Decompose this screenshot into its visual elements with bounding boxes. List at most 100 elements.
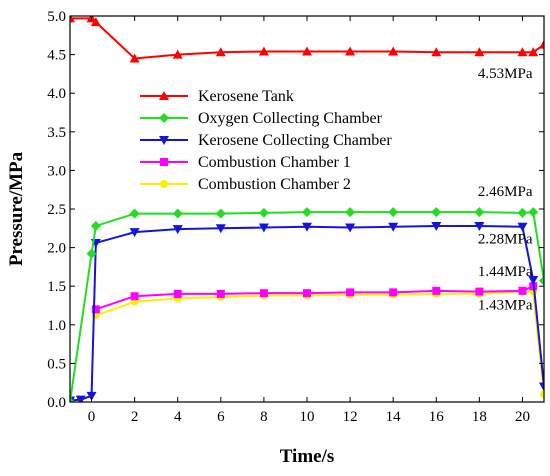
- x-tick-label: 0: [88, 409, 96, 425]
- legend: Kerosene Tank Oxygen Collecting Chamber Ke…: [140, 88, 392, 193]
- data-point-kerosene-collecting-chamber: [302, 222, 312, 232]
- value-annotation: 4.53MPa: [478, 66, 533, 82]
- legend-marker-combustion-chamber-1: [160, 158, 168, 166]
- data-point-kerosene-collecting-chamber: [129, 228, 140, 238]
- legend-label: Kerosene Tank: [198, 88, 294, 105]
- data-point-kerosene-collecting-chamber: [75, 395, 86, 402]
- data-point-kerosene-collecting-chamber: [474, 221, 485, 231]
- data-point-kerosene-collecting-chamber: [345, 223, 356, 233]
- data-point-combustion-chamber-1: [91, 305, 100, 314]
- y-tick-label: 4.0: [47, 86, 66, 102]
- x-tick-label: 4: [174, 409, 182, 425]
- y-tick-label: 4.5: [47, 48, 66, 64]
- data-point-kerosene-collecting-chamber: [431, 221, 442, 231]
- value-annotation: 1.43MPa: [478, 297, 533, 313]
- x-tick-label: 20: [515, 409, 530, 425]
- data-point-kerosene-collecting-chamber: [86, 391, 97, 401]
- data-point-kerosene-collecting-chamber: [258, 223, 269, 233]
- data-point-oxygen-collecting-chamber: [345, 207, 356, 218]
- data-point-oxygen-collecting-chamber: [215, 208, 226, 219]
- legend-marker-kerosene-tank: [159, 91, 169, 100]
- x-tick-label: 10: [300, 409, 315, 425]
- data-point-kerosene-tank: [172, 49, 183, 59]
- data-point-kerosene-collecting-chamber: [517, 222, 528, 232]
- data-point-combustion-chamber-1: [518, 286, 527, 295]
- legend-marker-oxygen-collecting-chamber: [159, 113, 169, 123]
- value-annotation: 2.28MPa: [478, 232, 533, 248]
- data-point-oxygen-collecting-chamber: [90, 220, 101, 231]
- series-oxygen-collecting-chamber: [70, 207, 544, 402]
- series-line-combustion-chamber-2: [95, 290, 544, 395]
- x-tick-label: 18: [472, 409, 487, 425]
- data-point-kerosene-tank: [258, 46, 269, 56]
- legend-item-kerosene-tank: Kerosene Tank: [140, 88, 294, 105]
- data-point-kerosene-tank: [129, 53, 140, 63]
- x-tick-label: 8: [260, 409, 268, 425]
- data-point-oxygen-collecting-chamber: [431, 207, 442, 218]
- data-point-oxygen-collecting-chamber: [517, 207, 528, 218]
- value-annotation: 2.46MPa: [478, 184, 533, 200]
- x-tick-label: 12: [343, 409, 358, 425]
- data-point-oxygen-collecting-chamber: [258, 207, 269, 218]
- series-layer: [70, 16, 544, 402]
- y-tick-label: 2.0: [47, 241, 66, 257]
- data-point-oxygen-collecting-chamber: [302, 207, 312, 218]
- y-axis-title: Pressure/MPa: [6, 151, 27, 266]
- data-point-oxygen-collecting-chamber: [474, 207, 485, 218]
- legend-item-oxygen-collecting-chamber: Oxygen Collecting Chamber: [140, 110, 383, 127]
- series-kerosene-collecting-chamber: [70, 221, 544, 402]
- data-point-combustion-chamber-1: [303, 289, 311, 298]
- legend-label: Combustion Chamber 1: [198, 154, 351, 171]
- data-point-kerosene-collecting-chamber: [528, 276, 539, 286]
- annotation-layer: 4.53MPa 2.46MPa 2.28MPa 1.44MPa 1.43MPa: [478, 66, 533, 314]
- y-tick-label: 1.5: [47, 279, 66, 295]
- y-tick-label: 0.0: [47, 395, 66, 411]
- legend-item-kerosene-collecting-chamber: Kerosene Collecting Chamber: [140, 132, 392, 149]
- data-point-kerosene-tank: [517, 47, 528, 57]
- x-tick-label: 2: [131, 409, 139, 425]
- legend-label: Oxygen Collecting Chamber: [198, 110, 383, 127]
- data-point-kerosene-collecting-chamber: [539, 382, 544, 392]
- legend-label: Combustion Chamber 2: [198, 176, 351, 193]
- y-tick-label: 5.0: [47, 9, 66, 25]
- data-point-kerosene-tank: [528, 47, 539, 57]
- value-annotation: 1.44MPa: [478, 264, 533, 280]
- series-kerosene-tank: [70, 16, 544, 63]
- data-point-oxygen-collecting-chamber: [539, 275, 544, 286]
- data-point-oxygen-collecting-chamber: [70, 397, 75, 402]
- data-point-combustion-chamber-1: [130, 292, 139, 301]
- data-point-kerosene-tank: [215, 47, 226, 57]
- data-point-kerosene-tank: [70, 16, 75, 23]
- y-tick-label: 2.5: [47, 202, 66, 218]
- data-point-kerosene-tank: [539, 39, 544, 49]
- y-tick-label: 3.5: [47, 125, 66, 141]
- data-point-combustion-chamber-1: [346, 288, 355, 297]
- legend-marker-combustion-chamber-2: [160, 180, 168, 188]
- data-point-oxygen-collecting-chamber: [172, 208, 183, 219]
- data-point-kerosene-tank: [431, 47, 442, 57]
- x-tick-label: 6: [217, 409, 225, 425]
- data-point-kerosene-tank: [345, 46, 356, 56]
- y-tick-label: 0.5: [47, 356, 66, 372]
- y-tick-label: 3.0: [47, 163, 66, 179]
- data-point-combustion-chamber-1: [432, 286, 441, 295]
- tick-layer: 0 2 4 6 8 10 12 14 16 18 20 0.0 0.5 1.0 1.5 2.0 2.5 3.0 3.…: [47, 9, 544, 425]
- data-point-oxygen-collecting-chamber: [388, 207, 399, 218]
- series-combustion-chamber-1: [91, 282, 538, 314]
- series-line-oxygen-collecting-chamber: [70, 211, 544, 402]
- data-point-combustion-chamber-1: [173, 289, 182, 298]
- data-point-kerosene-collecting-chamber: [215, 224, 226, 234]
- x-tick-label: 14: [386, 409, 402, 425]
- data-point-combustion-chamber-1: [475, 287, 484, 296]
- legend-item-combustion-chamber-1: Combustion Chamber 1: [140, 154, 351, 171]
- data-point-oxygen-collecting-chamber: [528, 207, 539, 218]
- data-point-kerosene-collecting-chamber: [172, 225, 183, 235]
- series-line-kerosene-collecting-chamber: [70, 224, 544, 402]
- x-axis-title: Time/s: [280, 446, 335, 467]
- x-tick-label: 16: [429, 409, 445, 425]
- data-point-combustion-chamber-2: [540, 390, 544, 399]
- legend-marker-kerosene-collecting-chamber: [159, 136, 169, 145]
- y-tick-label: 1.0: [47, 318, 66, 334]
